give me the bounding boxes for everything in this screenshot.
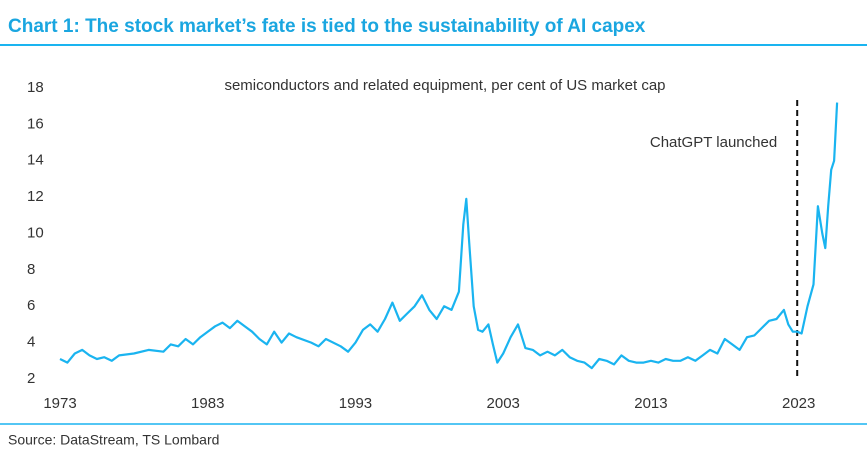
y-tick-label: 6 — [27, 297, 35, 314]
y-tick-label: 16 — [27, 115, 44, 132]
chart-title: Chart 1: The stock market’s fate is tied… — [8, 16, 646, 37]
data-line — [59, 102, 839, 370]
x-tick-label: 2023 — [782, 395, 815, 412]
x-tick-label: 2013 — [634, 395, 667, 412]
source-note: Source: DataStream, TS Lombard — [8, 432, 219, 448]
x-tick-label: 1993 — [339, 395, 372, 412]
x-tick-label: 1973 — [43, 395, 76, 412]
x-tick-label: 1983 — [191, 395, 224, 412]
y-tick-label: 18 — [27, 79, 44, 96]
chart-subtitle: semiconductors and related equipment, pe… — [224, 77, 665, 94]
y-tick-label: 14 — [27, 152, 44, 169]
y-tick-label: 2 — [27, 370, 35, 387]
annotation-label: ChatGPT launched — [650, 134, 777, 151]
y-tick-label: 10 — [27, 224, 44, 241]
y-tick-label: 12 — [27, 188, 44, 205]
y-tick-label: 8 — [27, 261, 35, 278]
y-tick-label: 4 — [27, 334, 35, 351]
x-tick-label: 2003 — [487, 395, 520, 412]
